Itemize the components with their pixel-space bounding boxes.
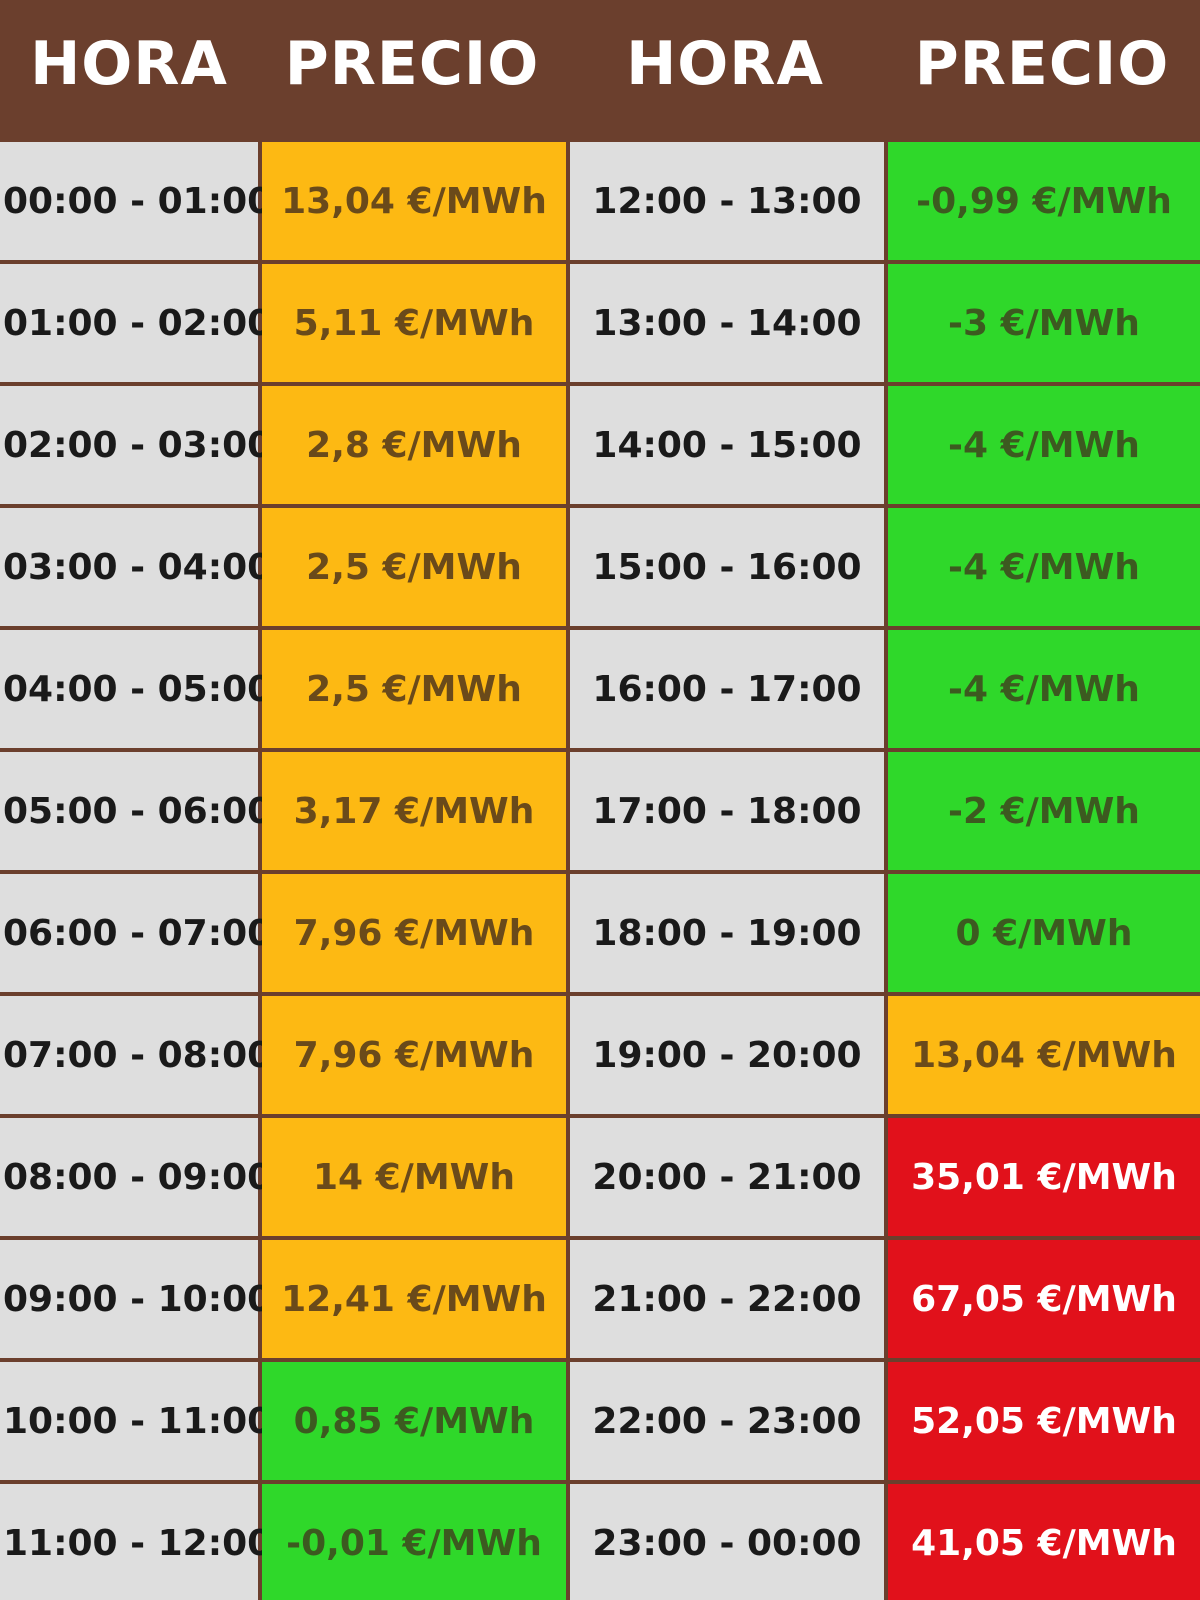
hour-cell: 01:00 - 02:00 (0, 264, 272, 382)
price-cell: 2,8 €/MWh (262, 386, 566, 504)
table-row: 03:00 - 04:00 2,5 €/MWh 15:00 - 16:00 -4… (0, 508, 1200, 630)
hour-cell: 12:00 - 13:00 (570, 142, 884, 260)
table-row: 05:00 - 06:00 3,17 €/MWh 17:00 - 18:00 -… (0, 752, 1200, 874)
price-cell: 2,5 €/MWh (262, 508, 566, 626)
hour-cell: 02:00 - 03:00 (0, 386, 272, 504)
price-cell: -2 €/MWh (888, 752, 1200, 870)
price-cell: 35,01 €/MWh (888, 1118, 1200, 1236)
hour-cell: 08:00 - 09:00 (0, 1118, 272, 1236)
hour-cell: 10:00 - 11:00 (0, 1362, 272, 1480)
price-cell: -3 €/MWh (888, 264, 1200, 382)
header-precio-2: PRECIO (914, 29, 1170, 99)
header-hora-2: HORA (626, 29, 824, 99)
table-row: 10:00 - 11:00 0,85 €/MWh 22:00 - 23:00 5… (0, 1362, 1200, 1484)
table-row: 02:00 - 03:00 2,8 €/MWh 14:00 - 15:00 -4… (0, 386, 1200, 508)
table-row: 04:00 - 05:00 2,5 €/MWh 16:00 - 17:00 -4… (0, 630, 1200, 752)
hour-cell: 11:00 - 12:00 (0, 1484, 272, 1600)
hour-cell: 21:00 - 22:00 (570, 1240, 884, 1358)
table-row: 06:00 - 07:00 7,96 €/MWh 18:00 - 19:00 0… (0, 874, 1200, 996)
hour-cell: 22:00 - 23:00 (570, 1362, 884, 1480)
price-cell: 13,04 €/MWh (888, 996, 1200, 1114)
hour-cell: 09:00 - 10:00 (0, 1240, 272, 1358)
hour-cell: 05:00 - 06:00 (0, 752, 272, 870)
table-row: 09:00 - 10:00 12,41 €/MWh 21:00 - 22:00 … (0, 1240, 1200, 1362)
hour-cell: 15:00 - 16:00 (570, 508, 884, 626)
price-cell: 13,04 €/MWh (262, 142, 566, 260)
hour-cell: 19:00 - 20:00 (570, 996, 884, 1114)
hour-cell: 03:00 - 04:00 (0, 508, 272, 626)
table-row: 01:00 - 02:00 5,11 €/MWh 13:00 - 14:00 -… (0, 264, 1200, 386)
table-row: 08:00 - 09:00 14 €/MWh 20:00 - 21:00 35,… (0, 1118, 1200, 1240)
hour-cell: 04:00 - 05:00 (0, 630, 272, 748)
hour-cell: 13:00 - 14:00 (570, 264, 884, 382)
price-cell: -4 €/MWh (888, 630, 1200, 748)
table-row: 00:00 - 01:00 13,04 €/MWh 12:00 - 13:00 … (0, 142, 1200, 264)
price-cell: 5,11 €/MWh (262, 264, 566, 382)
header-hora-1: HORA (30, 29, 228, 99)
price-cell: -0,99 €/MWh (888, 142, 1200, 260)
price-cell: 0 €/MWh (888, 874, 1200, 992)
price-cell: -0,01 €/MWh (262, 1484, 566, 1600)
table-body: 00:00 - 01:00 13,04 €/MWh 12:00 - 13:00 … (0, 142, 1200, 1600)
price-cell: 2,5 €/MWh (262, 630, 566, 748)
price-cell: 7,96 €/MWh (262, 996, 566, 1114)
price-cell: 52,05 €/MWh (888, 1362, 1200, 1480)
price-cell: 14 €/MWh (262, 1118, 566, 1236)
hour-cell: 14:00 - 15:00 (570, 386, 884, 504)
hour-cell: 16:00 - 17:00 (570, 630, 884, 748)
price-cell: 12,41 €/MWh (262, 1240, 566, 1358)
price-cell: 67,05 €/MWh (888, 1240, 1200, 1358)
price-cell: -4 €/MWh (888, 386, 1200, 504)
hour-cell: 07:00 - 08:00 (0, 996, 272, 1114)
hour-cell: 18:00 - 19:00 (570, 874, 884, 992)
hour-cell: 17:00 - 18:00 (570, 752, 884, 870)
price-cell: 3,17 €/MWh (262, 752, 566, 870)
price-cell: 41,05 €/MWh (888, 1484, 1200, 1600)
price-cell: -4 €/MWh (888, 508, 1200, 626)
price-cell: 0,85 €/MWh (262, 1362, 566, 1480)
price-cell: 7,96 €/MWh (262, 874, 566, 992)
table-header: HORA PRECIO HORA PRECIO (0, 0, 1200, 142)
hour-cell: 23:00 - 00:00 (570, 1484, 884, 1600)
table-row: 11:00 - 12:00 -0,01 €/MWh 23:00 - 00:00 … (0, 1484, 1200, 1600)
hour-cell: 20:00 - 21:00 (570, 1118, 884, 1236)
hour-cell: 06:00 - 07:00 (0, 874, 272, 992)
header-precio-1: PRECIO (284, 29, 540, 99)
hour-cell: 00:00 - 01:00 (0, 142, 272, 260)
table-row: 07:00 - 08:00 7,96 €/MWh 19:00 - 20:00 1… (0, 996, 1200, 1118)
